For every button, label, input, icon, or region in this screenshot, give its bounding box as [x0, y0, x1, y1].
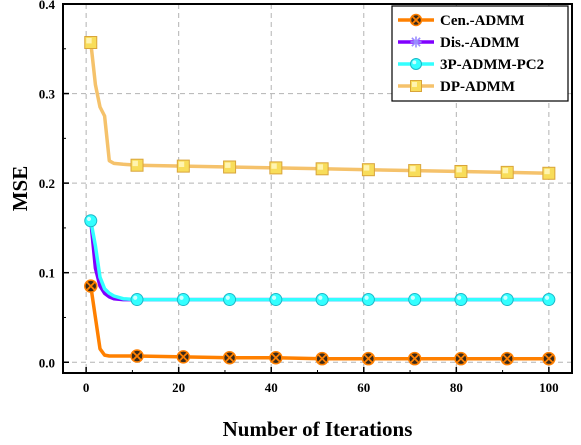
- data-point: [84, 36, 98, 50]
- legend-label: Dis.-ADMM: [440, 35, 520, 51]
- legend-marker: [410, 36, 422, 48]
- legend-label: 3P-ADMM-PC2: [440, 57, 544, 73]
- data-point: [176, 159, 190, 173]
- legend-marker: [409, 13, 423, 27]
- data-point: [315, 162, 329, 176]
- data-point: [222, 351, 237, 365]
- data-point: [407, 351, 422, 366]
- axis-ticks: 0 20 40 60 80 100 0.0 0.1 0.2 0.3 0.4: [39, 0, 559, 395]
- data-point: [269, 293, 283, 307]
- y-axis-title: MSE: [8, 166, 32, 212]
- data-point: [408, 293, 422, 307]
- legend-marker: [410, 58, 422, 70]
- x-tick-label: 100: [539, 380, 559, 395]
- data-point: [176, 293, 190, 307]
- data-point: [315, 351, 329, 366]
- data-point: [408, 164, 422, 178]
- data-point: [84, 279, 98, 293]
- data-point: [542, 293, 556, 307]
- data-point: [130, 293, 144, 307]
- data-point: [454, 164, 468, 178]
- y-tick-label: 0.1: [39, 266, 55, 281]
- data-point: [542, 166, 556, 180]
- y-tick-label: 0.3: [39, 87, 56, 102]
- data-point: [454, 293, 468, 307]
- legend-label: Cen.-ADMM: [440, 13, 525, 29]
- y-tick-label: 0.2: [39, 176, 55, 191]
- data-point: [84, 214, 98, 228]
- x-tick-label: 20: [172, 380, 185, 395]
- data-point: [500, 293, 514, 307]
- series-line-2: [89, 220, 549, 302]
- data-point: [269, 351, 283, 365]
- x-tick-label: 60: [357, 380, 370, 395]
- x-tick-label: 0: [83, 380, 90, 395]
- x-tick-label: 80: [450, 380, 463, 395]
- x-tick-label: 40: [265, 380, 278, 395]
- data-point: [130, 158, 144, 172]
- y-tick-label: 0.4: [39, 0, 56, 12]
- data-point: [454, 351, 468, 366]
- series-markers: [84, 36, 556, 366]
- legend-label: DP-ADMM: [440, 79, 515, 95]
- data-point: [130, 349, 144, 363]
- data-point: [223, 293, 237, 307]
- data-point: [500, 351, 514, 366]
- data-point: [361, 351, 376, 366]
- data-point: [361, 293, 375, 307]
- x-axis-title: Number of Iterations: [223, 417, 413, 441]
- data-point: [176, 350, 191, 364]
- legend-marker: [410, 80, 422, 92]
- data-point: [542, 351, 556, 366]
- data-point: [500, 165, 514, 179]
- y-tick-label: 0.0: [39, 355, 55, 370]
- series-line-3: [89, 220, 549, 302]
- data-point: [315, 293, 329, 307]
- legend: Cen.-ADMM Dis.-ADMM 3P-ADMM-PC2 DP-ADMM: [391, 5, 569, 102]
- data-point: [223, 160, 237, 174]
- data-point: [361, 163, 375, 177]
- data-point: [269, 161, 283, 175]
